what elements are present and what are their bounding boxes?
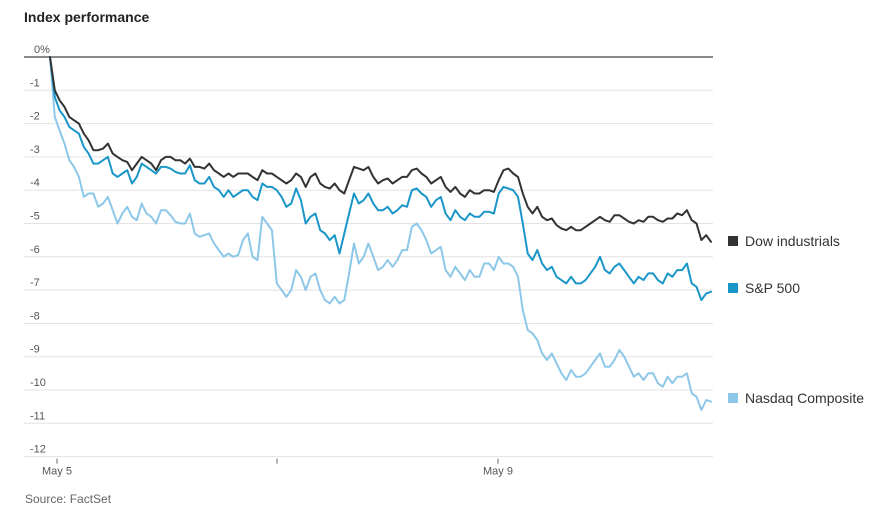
y-tick-label: -11: [30, 410, 45, 422]
x-tick-label: May 9: [483, 466, 513, 478]
legend-swatch: [728, 236, 738, 246]
y-tick-label: 0%: [34, 44, 50, 56]
y-tick-label: -5: [30, 211, 40, 223]
y-tick-label: -6: [30, 244, 40, 256]
source-note: Source: FactSet: [25, 492, 112, 506]
legend: Dow industrials S&P 500 Nasdaq Composite: [728, 233, 864, 406]
series-line-dow-industrials: [49, 56, 712, 243]
y-tick-label: -3: [30, 144, 40, 156]
series-line-s-p-500: [49, 56, 712, 302]
y-tick-label: -2: [30, 111, 40, 123]
legend-swatch: [728, 393, 738, 403]
series-lines: [49, 56, 712, 411]
chart-svg: 0% -1 -2 -3 -4 -5 -6 -7 -8 -9 -10 -11 -12 May 5 May 9…: [24, 44, 864, 478]
y-tick-label: -1: [30, 77, 40, 89]
chart-title: Index performance: [24, 9, 150, 25]
legend-label: Nasdaq Composite: [745, 390, 864, 406]
x-tick-label: May 5: [42, 466, 72, 478]
legend-swatch: [728, 283, 738, 293]
y-tick-label: -9: [30, 344, 40, 356]
y-tick-label: -12: [30, 444, 46, 456]
gridlines: [24, 56, 713, 458]
legend-label: Dow industrials: [745, 233, 840, 249]
y-axis-ticks: 0% -1 -2 -3 -4 -5 -6 -7 -8 -9 -10 -11 -12: [30, 44, 50, 456]
y-tick-label: -7: [30, 277, 40, 289]
y-tick-label: -8: [30, 310, 40, 322]
series-line-nasdaq-composite: [49, 56, 712, 411]
y-tick-label: -10: [30, 377, 46, 389]
x-axis: May 5 May 9: [42, 458, 513, 478]
legend-label: S&P 500: [745, 280, 800, 296]
y-tick-label: -4: [30, 177, 40, 189]
